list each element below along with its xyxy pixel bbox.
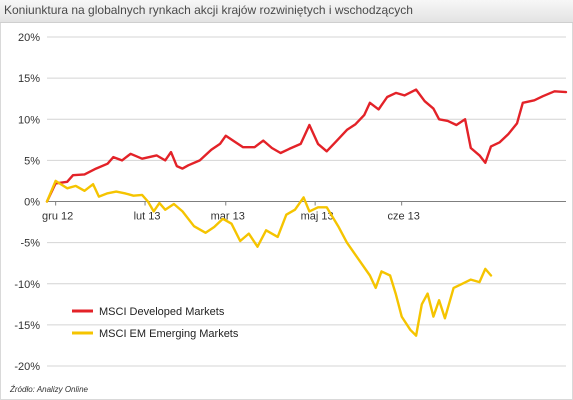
y-tick-label: -15% [14, 320, 40, 332]
y-tick-label: -5% [20, 238, 40, 250]
legend-label: MSCI Developed Markets [99, 306, 225, 318]
x-axis-ticks: gru 12 lut 13 mar 13 maj 13 cze 13 [42, 201, 420, 223]
x-tick-label: maj 13 [301, 211, 334, 223]
y-tick-label: 0% [24, 197, 40, 209]
series-lines [45, 88, 568, 337]
legend-label: MSCI EM Emerging Markets [99, 328, 239, 340]
series-line-developed-markets [45, 88, 568, 203]
y-tick-label: 5% [24, 155, 40, 167]
y-tick-label: 10% [18, 114, 40, 126]
x-tick-label: mar 13 [211, 211, 245, 223]
y-axis-ticks: 20% 15% 10% 5% 0% -5% -10% -15% -20% [14, 32, 40, 373]
series-line-emerging-markets [45, 179, 493, 337]
x-tick-label: cze 13 [387, 211, 419, 223]
x-tick-label: gru 12 [42, 211, 73, 223]
y-tick-label: 15% [18, 73, 40, 85]
title-bar: Koniunktura na globalnych rynkach akcji … [0, 0, 573, 23]
y-tick-label: -10% [14, 279, 40, 291]
source-note: Źródło: Analizy Online [10, 385, 88, 394]
legend: MSCI Developed Markets MSCI EM Emerging M… [72, 306, 239, 340]
y-tick-label: 20% [18, 32, 40, 44]
x-tick-label: lut 13 [134, 211, 161, 223]
chart-title: Koniunktura na globalnych rynkach akcji … [4, 3, 413, 17]
y-tick-label: -20% [14, 361, 40, 373]
